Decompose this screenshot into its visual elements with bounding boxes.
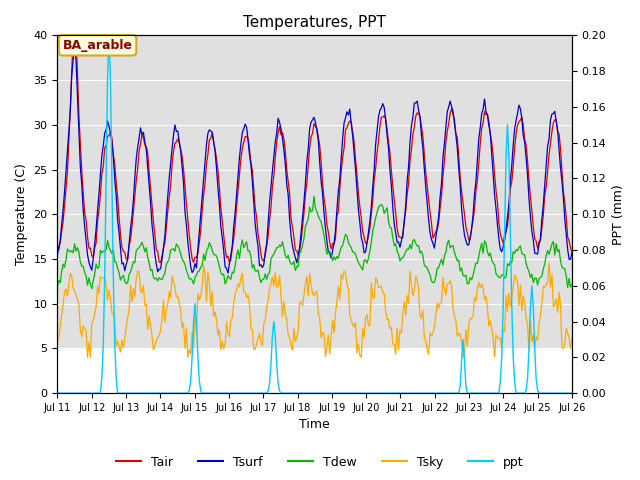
Legend: Tair, Tsurf, Tdew, Tsky, ppt: Tair, Tsurf, Tdew, Tsky, ppt (111, 451, 529, 474)
Bar (58, 36, 572, 348)
Y-axis label: PPT (mm): PPT (mm) (612, 184, 625, 245)
Y-axis label: Temperature (C): Temperature (C) (15, 163, 28, 265)
Title: Temperatures, PPT: Temperatures, PPT (243, 15, 386, 30)
X-axis label: Time: Time (300, 419, 330, 432)
Text: BA_arable: BA_arable (63, 39, 132, 52)
